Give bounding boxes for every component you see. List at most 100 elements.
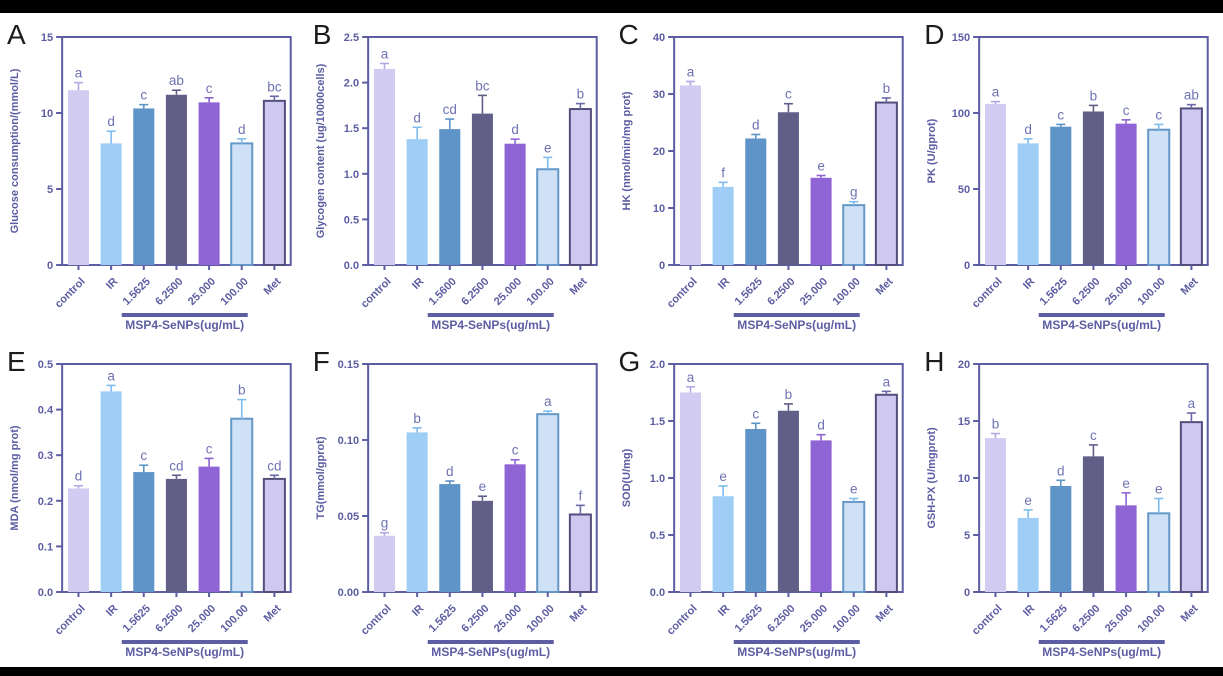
svg-text:0.5: 0.5 xyxy=(344,214,359,226)
svg-text:SOD(U/mg): SOD(U/mg) xyxy=(621,448,633,507)
svg-text:g: g xyxy=(380,516,388,531)
svg-text:MSP4-SeNPs(ug/mL): MSP4-SeNPs(ug/mL) xyxy=(125,645,244,659)
svg-text:c: c xyxy=(752,406,759,421)
svg-text:1.0: 1.0 xyxy=(649,473,664,485)
svg-text:50: 50 xyxy=(958,184,970,196)
svg-text:0: 0 xyxy=(658,260,664,272)
chart-mda: 0.0 0.1 0.2 0.3 0.4 0.5 MDA (nmol/mg prot) d con… xyxy=(9,359,292,659)
svg-text:6.2500: 6.2500 xyxy=(459,603,491,635)
svg-text:Met: Met xyxy=(262,602,284,624)
svg-text:e: e xyxy=(817,159,825,174)
svg-text:IR: IR xyxy=(410,603,426,619)
svg-text:0.0: 0.0 xyxy=(344,260,359,272)
svg-text:d: d xyxy=(817,418,825,433)
figure-grid: A 0 5 10 15 Glucose consumption/(mmol/L) a con… xyxy=(0,13,1223,667)
svg-text:IR: IR xyxy=(104,276,120,292)
chart-hk: 0 10 20 30 40 HK (nmol/min/mg prot) a control f I… xyxy=(621,32,904,332)
svg-text:d: d xyxy=(1057,463,1065,478)
svg-text:0.5: 0.5 xyxy=(38,359,53,371)
svg-text:6.2500: 6.2500 xyxy=(765,603,797,635)
svg-text:100.00: 100.00 xyxy=(830,603,862,635)
svg-text:IR: IR xyxy=(1021,603,1037,619)
panel-H: H 0 5 10 15 20 GSH-PX (U/mgprot) b control e IR d 1… xyxy=(917,340,1223,667)
panel-B: B 0.0 0.5 1.0 1.5 2.0 2.5 Glycogen content (ug… xyxy=(305,13,612,340)
svg-text:e: e xyxy=(1155,482,1163,497)
svg-text:IR: IR xyxy=(1021,276,1037,292)
svg-text:2.0: 2.0 xyxy=(344,78,359,90)
svg-text:6.2500: 6.2500 xyxy=(153,276,185,308)
svg-text:10: 10 xyxy=(41,108,53,120)
svg-text:d: d xyxy=(446,464,454,479)
svg-text:control: control xyxy=(664,603,699,638)
svg-text:control: control xyxy=(664,276,699,311)
svg-text:MSP4-SeNPs(ug/mL): MSP4-SeNPs(ug/mL) xyxy=(125,318,244,332)
svg-text:control: control xyxy=(358,603,393,638)
svg-text:d: d xyxy=(413,110,421,125)
svg-text:MSP4-SeNPs(ug/mL): MSP4-SeNPs(ug/mL) xyxy=(1043,645,1162,659)
svg-text:Glycogen content (ug/10000cell: Glycogen content (ug/10000cells) xyxy=(315,63,327,238)
svg-text:c: c xyxy=(1090,428,1097,443)
svg-text:c: c xyxy=(1123,103,1130,118)
svg-text:a: a xyxy=(992,85,1000,100)
svg-text:1.5625: 1.5625 xyxy=(732,276,764,308)
svg-text:d: d xyxy=(75,469,83,484)
svg-text:e: e xyxy=(544,140,552,155)
svg-text:b: b xyxy=(882,81,890,96)
svg-text:bc: bc xyxy=(267,79,282,94)
svg-text:c: c xyxy=(1156,107,1163,122)
svg-text:f: f xyxy=(578,488,582,503)
chart-glucose-consumption: 0 5 10 15 Glucose consumption/(mmol/L) a contr… xyxy=(9,32,292,332)
svg-text:Met: Met xyxy=(1179,275,1201,297)
svg-text:d: d xyxy=(1025,122,1033,137)
svg-text:2.5: 2.5 xyxy=(344,32,359,44)
svg-text:100.00: 100.00 xyxy=(524,603,556,635)
svg-text:6.2500: 6.2500 xyxy=(1071,603,1103,635)
svg-text:GSH-PX (U/mgprot): GSH-PX (U/mgprot) xyxy=(926,427,938,529)
svg-text:25.000: 25.000 xyxy=(492,276,524,308)
svg-text:1.5: 1.5 xyxy=(344,123,359,135)
svg-text:e: e xyxy=(478,479,486,494)
svg-text:15: 15 xyxy=(41,32,53,44)
svg-text:0.0: 0.0 xyxy=(649,587,664,599)
svg-text:c: c xyxy=(1058,107,1065,122)
svg-text:100: 100 xyxy=(952,108,970,120)
svg-text:d: d xyxy=(511,122,519,137)
svg-text:0.00: 0.00 xyxy=(337,587,358,599)
svg-text:6.2500: 6.2500 xyxy=(459,276,491,308)
svg-text:control: control xyxy=(970,276,1005,311)
svg-text:f: f xyxy=(721,165,725,180)
svg-text:30: 30 xyxy=(652,89,664,101)
svg-text:Met: Met xyxy=(873,602,895,624)
panel-A: A 0 5 10 15 Glucose consumption/(mmol/L) a con… xyxy=(0,13,306,340)
svg-text:cd: cd xyxy=(267,458,281,473)
svg-text:Met: Met xyxy=(567,275,589,297)
svg-text:1.5625: 1.5625 xyxy=(1038,603,1070,635)
svg-text:0.3: 0.3 xyxy=(38,450,53,462)
svg-text:100.00: 100.00 xyxy=(219,603,251,635)
svg-text:b: b xyxy=(413,411,421,426)
svg-text:10: 10 xyxy=(958,473,970,485)
svg-text:b: b xyxy=(992,417,1000,432)
svg-text:IR: IR xyxy=(715,276,731,292)
svg-text:150: 150 xyxy=(952,32,970,44)
svg-text:control: control xyxy=(970,603,1005,638)
svg-text:25.000: 25.000 xyxy=(1103,603,1135,635)
svg-text:0.1: 0.1 xyxy=(38,541,53,553)
svg-text:c: c xyxy=(785,87,792,102)
svg-text:2.0: 2.0 xyxy=(649,359,664,371)
svg-text:0: 0 xyxy=(964,260,970,272)
svg-text:100.00: 100.00 xyxy=(524,276,556,308)
chart-glycogen-content: 0.0 0.5 1.0 1.5 2.0 2.5 Glycogen content (ug/1… xyxy=(315,32,598,332)
svg-text:MSP4-SeNPs(ug/mL): MSP4-SeNPs(ug/mL) xyxy=(737,645,856,659)
svg-text:25.000: 25.000 xyxy=(797,603,829,635)
svg-text:e: e xyxy=(719,469,727,484)
svg-text:25.000: 25.000 xyxy=(1103,276,1135,308)
svg-text:a: a xyxy=(1188,396,1196,411)
svg-text:6.2500: 6.2500 xyxy=(153,603,185,635)
svg-text:Met: Met xyxy=(262,275,284,297)
svg-text:control: control xyxy=(358,276,393,311)
panel-letter-G: G xyxy=(618,346,641,377)
svg-text:c: c xyxy=(206,441,213,456)
svg-text:Glucose consumption/(mmol/L): Glucose consumption/(mmol/L) xyxy=(9,68,21,233)
svg-text:10: 10 xyxy=(652,203,664,215)
